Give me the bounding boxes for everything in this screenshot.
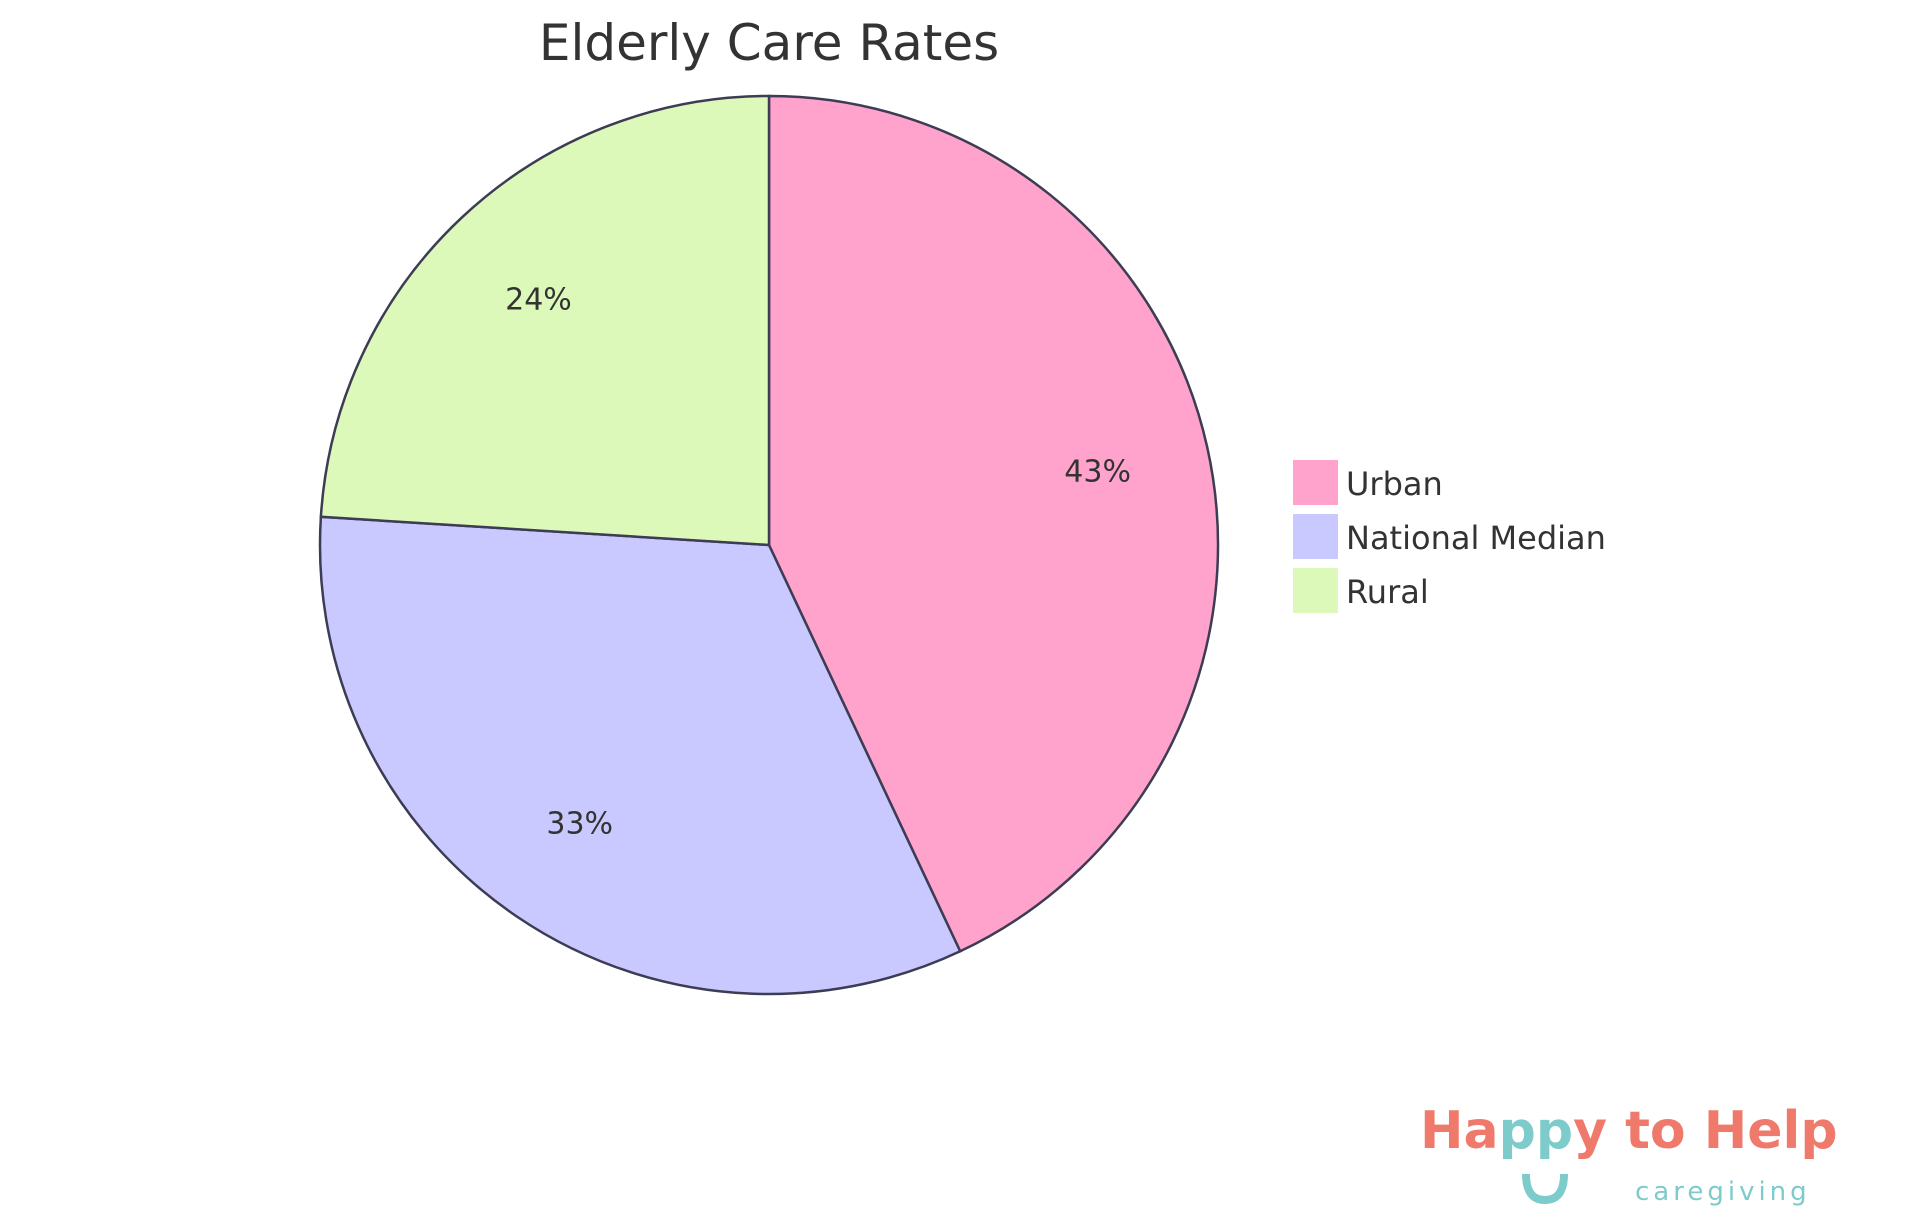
pie-slice-urban	[767, 94, 1220, 953]
happy-to-help-logo: Happy to Help caregiving	[1420, 1100, 1900, 1215]
legend-swatch	[1293, 514, 1338, 559]
legend-label: National Median	[1346, 519, 1606, 557]
legend-label: Rural	[1346, 573, 1429, 611]
legend-swatch	[1293, 460, 1338, 505]
pie-slice-rural	[319, 94, 771, 547]
pie-slice-national-median	[318, 515, 962, 996]
legend-label: Urban	[1346, 465, 1443, 503]
slice-label: 33%	[546, 807, 613, 842]
logo-main-text: Happy to Help	[1420, 1101, 1838, 1161]
legend-swatch	[1293, 568, 1338, 613]
chart-title: Elderly Care Rates	[539, 14, 999, 72]
logo-sub-text: caregiving	[1635, 1177, 1811, 1207]
slice-label: 24%	[505, 283, 572, 318]
slice-label: 43%	[1064, 455, 1131, 490]
smile-icon	[1522, 1173, 1568, 1205]
